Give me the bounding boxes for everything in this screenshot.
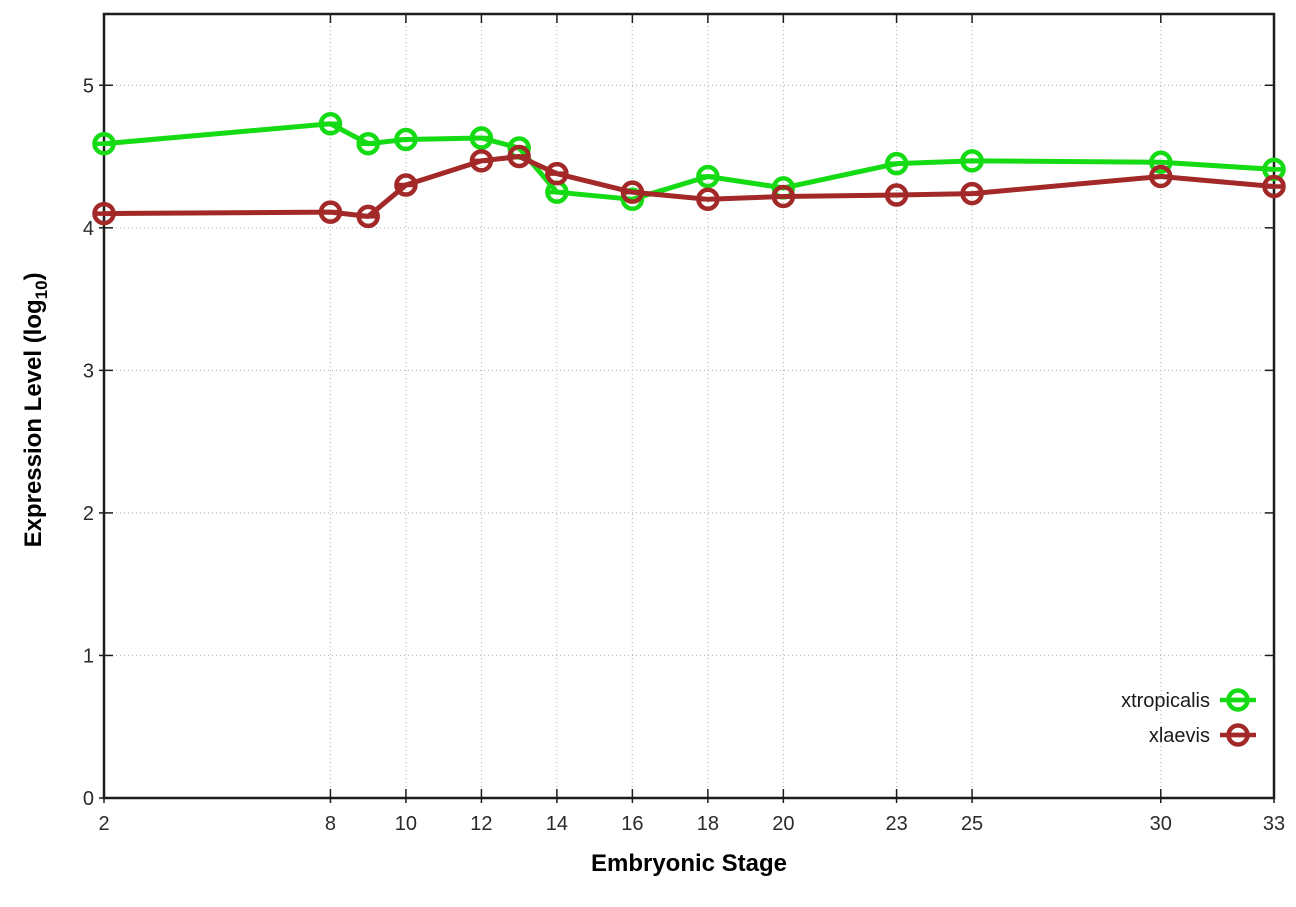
- x-tick-label: 10: [395, 813, 417, 835]
- y-tick-label: 3: [83, 360, 94, 382]
- series-xlaevis-line: [101, 154, 1277, 219]
- series-xlaevis-marker: [318, 200, 343, 224]
- plot-frame: [102, 12, 1276, 800]
- legend-label-xlaevis: xlaevis: [1149, 725, 1210, 747]
- series-xlaevis-marker: [1149, 164, 1173, 189]
- legend-xlaevis-marker: [1226, 723, 1250, 747]
- x-tick-label: 20: [772, 813, 794, 835]
- series-xlaevis-marker: [469, 149, 494, 173]
- series-xlaevis-marker: [771, 184, 796, 209]
- x-tick-label: 25: [961, 813, 983, 835]
- series-xtropicalis-marker: [1149, 150, 1173, 174]
- series-xtropicalis-marker: [318, 112, 343, 136]
- legend-label-xtropicalis: xtropicalis: [1121, 690, 1210, 712]
- series-xlaevis-marker: [507, 144, 531, 169]
- y-tick-label: 0: [83, 788, 94, 810]
- series-xtropicalis-marker: [884, 151, 909, 176]
- y-tick-label: 1: [83, 645, 94, 667]
- series-xlaevis-marker: [884, 183, 909, 207]
- y-tick-label: 2: [83, 503, 94, 525]
- series-xtropicalis-marker: [960, 149, 984, 173]
- series-xtropicalis-marker: [394, 127, 418, 152]
- x-tick-label: 33: [1263, 813, 1285, 835]
- series-xtropicalis-marker: [356, 131, 380, 156]
- x-tick-label: 2: [98, 813, 109, 835]
- series-xlaevis-marker: [620, 180, 645, 204]
- series-xlaevis-marker: [92, 201, 116, 226]
- series-xtropicalis-marker: [696, 164, 720, 189]
- series-xlaevis-marker: [1262, 174, 1286, 199]
- x-tick-label: 8: [325, 813, 336, 835]
- series-xtropicalis-line: [101, 121, 1277, 202]
- x-tick-label: 23: [885, 813, 907, 835]
- x-tick-label: 16: [621, 813, 643, 835]
- y-tick-label: 5: [83, 75, 94, 97]
- series-xlaevis-marker: [356, 204, 380, 229]
- series-xtropicalis-marker: [92, 131, 116, 156]
- series-xlaevis-marker: [545, 161, 569, 186]
- legend-xtropicalis-marker: [1226, 688, 1250, 712]
- x-tick-label: 30: [1150, 813, 1172, 835]
- x-tick-label: 12: [470, 813, 492, 835]
- y-tick-label: 4: [83, 218, 94, 240]
- series-xlaevis-marker: [394, 173, 418, 197]
- series-xlaevis-marker: [960, 181, 984, 206]
- x-tick-label: 18: [697, 813, 719, 835]
- x-tick-label: 14: [546, 813, 568, 835]
- series-xlaevis-marker: [696, 187, 720, 212]
- series-xtropicalis-marker: [469, 126, 494, 150]
